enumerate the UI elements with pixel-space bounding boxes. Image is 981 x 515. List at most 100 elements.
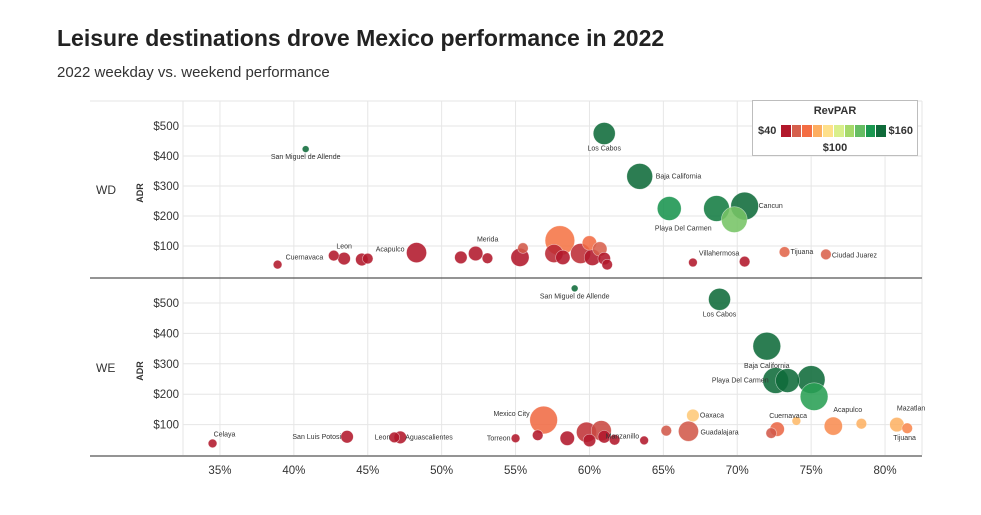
point-label: Ciudad Juarez <box>832 252 878 259</box>
legend-title: RevPAR <box>813 105 857 117</box>
point-label: Torreon <box>487 435 511 442</box>
point-label: San Miguel de Allende <box>540 293 610 300</box>
data-bubble <box>657 196 682 221</box>
data-bubble <box>721 206 748 233</box>
legend-swatch <box>791 125 803 137</box>
data-bubble <box>555 249 571 265</box>
point-label: Manzanillo <box>606 433 640 440</box>
point-label: Los Cabos <box>587 146 621 153</box>
point-label: Acapulco <box>833 407 862 414</box>
data-bubble <box>686 408 700 423</box>
data-bubble <box>799 382 829 411</box>
x-tick-label: 55% <box>504 465 527 477</box>
panel-label: WD <box>96 183 116 197</box>
data-bubble <box>559 430 575 446</box>
x-tick-label: 35% <box>208 465 231 477</box>
point-label: Guadalajara <box>700 429 738 436</box>
data-bubble <box>626 163 653 190</box>
point-label: Baja California <box>656 173 702 180</box>
label-layer: San Miguel de Allende Los Cabos Baja Calif… <box>214 146 926 443</box>
data-bubble <box>388 431 400 443</box>
data-bubble <box>328 250 340 262</box>
data-bubble <box>708 288 731 311</box>
data-bubble <box>529 405 558 435</box>
data-bubble <box>362 253 374 265</box>
y-tick-label: $200 <box>153 211 179 223</box>
point-label: Cuernavaca <box>769 413 807 420</box>
legend-swatch <box>781 125 792 137</box>
data-bubble <box>510 433 521 443</box>
data-bubble <box>791 416 802 426</box>
y-tick-label: $100 <box>153 420 179 432</box>
data-bubble <box>775 368 800 393</box>
data-bubble <box>207 438 218 449</box>
point-label: Playa Del Carmen <box>712 378 769 385</box>
y-tick-label: $100 <box>153 241 179 253</box>
panel-label: WE <box>96 361 115 375</box>
point-label: Acapulco <box>376 247 405 254</box>
data-bubble <box>855 418 868 430</box>
y-tick-label: $500 <box>153 121 179 133</box>
y-axis-label: ADR <box>135 361 145 381</box>
x-tick-label: 60% <box>578 465 601 477</box>
data-bubble <box>582 433 597 447</box>
legend-swatch <box>802 125 813 137</box>
data-bubble <box>301 145 310 153</box>
point-label: Los Cabos <box>703 311 737 318</box>
data-bubble <box>901 422 913 434</box>
point-label: Mexico City <box>493 411 530 418</box>
data-bubble <box>608 434 621 446</box>
point-label: Cuernavaca <box>286 255 324 262</box>
x-tick-label: 70% <box>726 465 749 477</box>
chart-title: Leisure destinations drove Mexico perfor… <box>57 25 665 51</box>
revpar-legend: RevPAR $40 $160 $100 <box>752 100 918 156</box>
legend-max-label: $160 <box>888 125 913 137</box>
point-label: Merida <box>477 237 499 244</box>
data-bubble <box>660 425 672 437</box>
legend-mid-label: $100 <box>822 142 848 154</box>
y-tick-label: $400 <box>153 151 179 163</box>
y-tick-label: $200 <box>153 389 179 401</box>
data-bubble <box>532 429 544 441</box>
legend-swatch <box>823 125 834 137</box>
data-bubble <box>639 435 649 446</box>
data-bubble <box>820 248 832 260</box>
x-tick-label: 45% <box>356 465 379 477</box>
legend-swatch <box>865 125 877 137</box>
point-label: Villahermosa <box>699 251 739 258</box>
data-bubble <box>481 252 494 264</box>
data-bubble <box>688 257 698 268</box>
point-label: Playa Del Carmen <box>655 226 712 233</box>
data-bubble <box>739 256 751 268</box>
data-bubble <box>272 259 283 270</box>
data-bubble <box>601 259 613 271</box>
data-bubble <box>678 420 699 442</box>
y-tick-label: $300 <box>153 181 179 193</box>
y-tick-label: $500 <box>153 298 179 310</box>
legend-swatch <box>833 125 845 137</box>
y-tick-label: $400 <box>153 328 179 340</box>
point-label: Leon <box>375 434 391 441</box>
x-tick-label: 75% <box>800 465 823 477</box>
data-bubble <box>340 430 354 444</box>
data-bubble <box>778 246 791 258</box>
y-axis-label: ADR <box>135 183 145 203</box>
legend-swatch <box>876 125 887 137</box>
legend-swatch <box>812 125 824 137</box>
point-label: Mazatlan <box>897 406 926 413</box>
legend-color-bar <box>781 125 887 137</box>
point-label: San Luis Potosi <box>292 434 341 441</box>
data-bubble <box>517 242 529 254</box>
point-label: Tijuana <box>791 249 814 256</box>
point-label: Oaxaca <box>700 412 724 419</box>
point-label: Cancun <box>759 203 783 210</box>
point-label: Leon <box>336 244 352 251</box>
x-tick-label: 50% <box>430 465 453 477</box>
point-label: Tijuana <box>893 435 916 442</box>
x-tick-label: 65% <box>652 465 675 477</box>
point-label: Celaya <box>214 431 236 438</box>
data-bubble <box>406 242 427 263</box>
legend-min-label: $40 <box>758 125 777 137</box>
data-bubble <box>765 427 777 439</box>
